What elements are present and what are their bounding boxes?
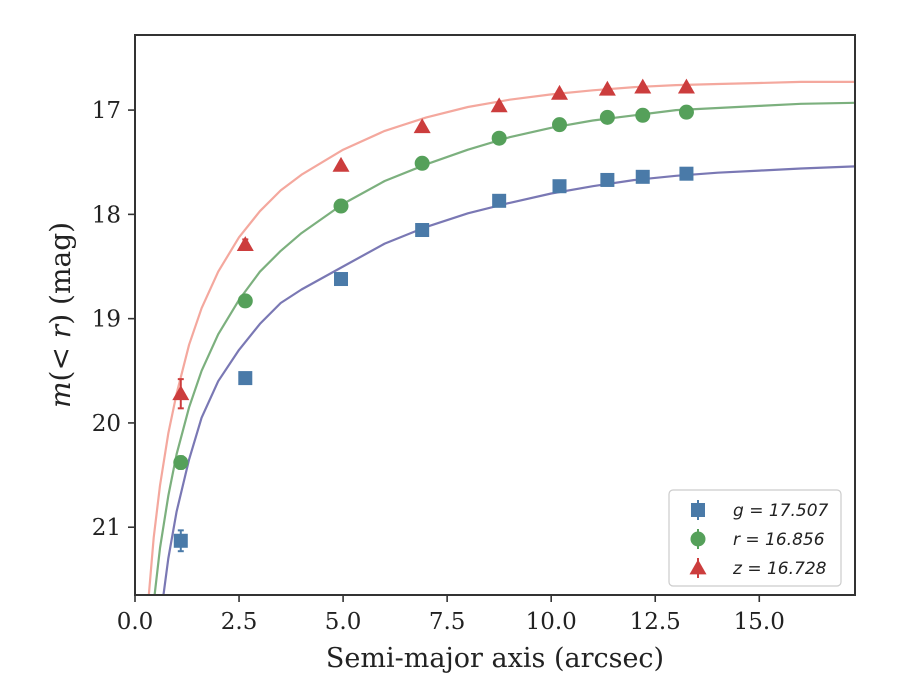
data-point: [334, 272, 349, 287]
data-point: [414, 155, 430, 171]
data-points: [172, 78, 695, 553]
data-point: [173, 455, 189, 471]
y-tick-label: 21: [92, 515, 121, 541]
x-axis-label: Semi-major axis (arcsec): [326, 643, 664, 674]
legend-box: [668, 489, 842, 587]
y-axis: 17 18 19 20 21: [92, 98, 135, 541]
x-tick-label: 7.5: [429, 609, 466, 635]
legend-marker-circle: [690, 531, 706, 547]
data-point: [551, 84, 569, 100]
data-point: [552, 179, 567, 194]
y-axis-label: m(< r) (mag): [44, 222, 77, 408]
legend-label: z = 16.728: [732, 559, 827, 579]
x-tick-label: 10.0: [526, 609, 577, 635]
x-tick-label: 0.0: [117, 609, 154, 635]
y-tick-label: 18: [92, 202, 121, 228]
legend-label: g = 17.507: [733, 501, 829, 521]
legend-marker-triangle: [689, 559, 707, 575]
data-point: [635, 107, 651, 123]
x-tick-label: 5.0: [325, 609, 362, 635]
data-point: [678, 104, 694, 120]
data-point: [677, 78, 695, 94]
data-point: [173, 533, 188, 548]
x-tick-label: 2.5: [221, 609, 258, 635]
data-point: [490, 97, 508, 113]
y-tick-label: 19: [92, 307, 121, 333]
data-point: [413, 118, 431, 134]
data-point: [492, 193, 507, 208]
plot-frame: [134, 34, 856, 596]
data-point: [634, 78, 652, 94]
x-axis: 0.0 2.5 5.0 7.5 10.0 12.5 15.0: [117, 595, 785, 635]
data-point: [552, 117, 568, 133]
data-point: [635, 169, 650, 184]
y-tick-label: 17: [92, 98, 121, 124]
data-point: [491, 130, 507, 146]
series-z-16-728: [172, 78, 695, 410]
data-point: [238, 371, 253, 386]
data-point: [415, 223, 430, 238]
data-point: [236, 236, 254, 251]
data-point: [598, 80, 616, 96]
data-point: [332, 156, 350, 172]
series-r-16-856: [173, 104, 694, 471]
data-point: [237, 293, 253, 309]
legend: g = 17.507 r = 16.856 z = 16.728: [668, 489, 842, 587]
x-tick-label: 15.0: [734, 609, 785, 635]
data-point: [600, 172, 615, 187]
y-tick-label: 20: [92, 411, 121, 437]
data-point: [679, 166, 694, 181]
legend-label: r = 16.856: [733, 530, 825, 550]
series-g-17-507: [173, 166, 694, 553]
legend-marker-square: [691, 503, 705, 517]
data-point: [172, 385, 190, 401]
x-tick-label: 12.5: [630, 609, 681, 635]
data-point: [599, 109, 615, 125]
data-point: [333, 198, 349, 214]
